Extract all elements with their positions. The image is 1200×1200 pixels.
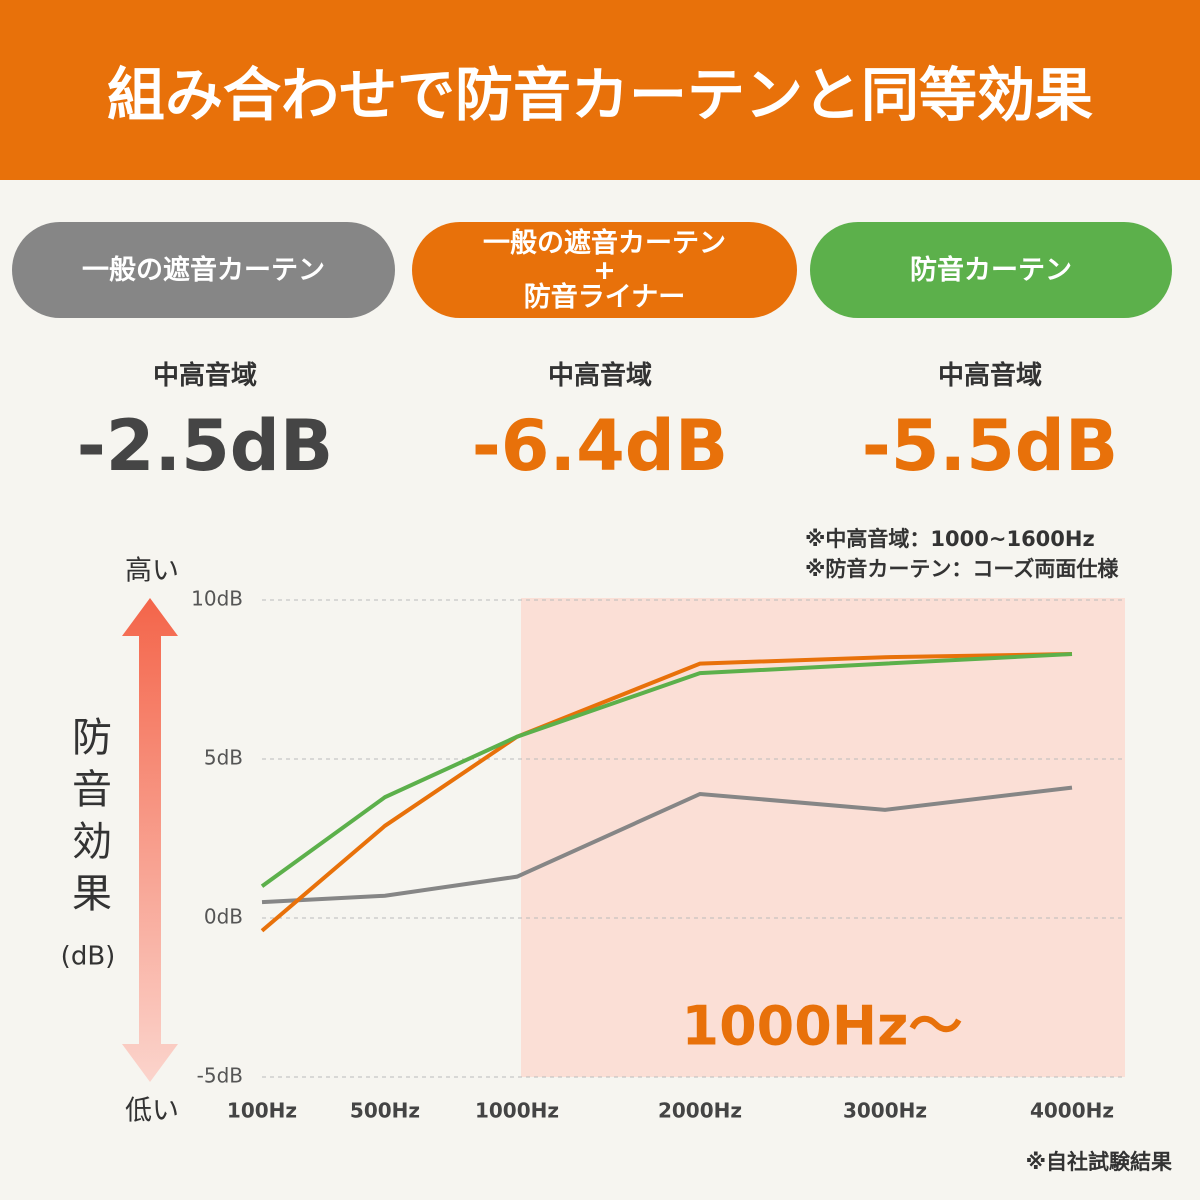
x-tick-label: 2000Hz [658, 1099, 742, 1123]
series-line [260, 652, 1073, 933]
y-high: 高い [125, 556, 179, 587]
note: ※中高音域：1000~1600Hz [805, 527, 1095, 551]
x-tick-label: 3000Hz [843, 1099, 927, 1123]
y-axis-unit: (dB) [61, 942, 116, 972]
card-value: -2.5dB [76, 405, 334, 487]
card-name: 一般の遮音カーテン [12, 222, 395, 318]
x-tick-label: 500Hz [350, 1099, 420, 1123]
x-tick-label: 100Hz [227, 1099, 297, 1123]
y-tick-label: 0dB [204, 905, 243, 929]
y-tick-label: 10dB [191, 587, 243, 611]
y-tick-label: -5dB [197, 1064, 243, 1088]
series-line [261, 785, 1073, 905]
series-line [260, 652, 1073, 888]
y-low: 低い [125, 1096, 179, 1127]
note: ※自社試験結果 [1025, 1150, 1172, 1174]
highlight-region [521, 598, 1125, 1077]
title: 組み合わせで防音カーテンと同等効果 [0, 0, 1200, 180]
card-label: 中高音域 [937, 361, 1042, 391]
axis-arrow [122, 598, 178, 1082]
y-tick-label: 5dB [204, 746, 243, 770]
x-tick-label: 1000Hz [475, 1099, 559, 1123]
x-tick-label: 4000Hz [1030, 1099, 1114, 1123]
y-axis-label: 防音効果 [65, 716, 111, 924]
annotation: 1000Hz〜 [682, 995, 963, 1058]
card-value: -6.4dB [471, 405, 729, 487]
note: ※防音カーテン：コーズ両面仕様 [805, 557, 1119, 581]
card-label: 中高音域 [152, 361, 257, 391]
card-value: -5.5dB [861, 405, 1119, 487]
card-name: 一般の遮音カーテン + 防音ライナー [412, 222, 797, 318]
card-label: 中高音域 [547, 361, 652, 391]
card-name: 防音カーテン [810, 222, 1172, 318]
